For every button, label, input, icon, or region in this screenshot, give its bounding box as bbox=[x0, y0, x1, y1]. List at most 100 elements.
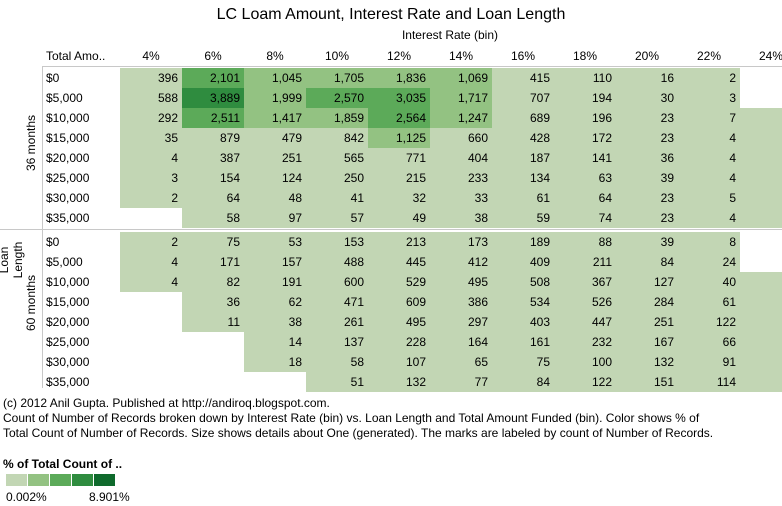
heatmap-cell[interactable] bbox=[430, 88, 492, 108]
heatmap-cell[interactable] bbox=[554, 108, 616, 128]
heatmap-cell[interactable] bbox=[368, 272, 430, 292]
heatmap-cell[interactable] bbox=[368, 372, 430, 392]
heatmap-cell[interactable] bbox=[368, 168, 430, 188]
heatmap-cell[interactable] bbox=[244, 168, 306, 188]
column-header[interactable]: 18% bbox=[572, 49, 598, 63]
heatmap-cell[interactable] bbox=[244, 352, 306, 372]
heatmap-cell[interactable] bbox=[740, 188, 782, 208]
heatmap-cell[interactable] bbox=[492, 312, 554, 332]
row-label[interactable]: $10,000 bbox=[46, 111, 90, 125]
heatmap-cell[interactable] bbox=[368, 188, 430, 208]
heatmap-cell[interactable] bbox=[182, 272, 244, 292]
heatmap-cell[interactable] bbox=[678, 128, 740, 148]
heatmap-cell[interactable] bbox=[678, 188, 740, 208]
heatmap-cell[interactable] bbox=[554, 232, 616, 252]
row-label[interactable]: $5,000 bbox=[46, 91, 83, 105]
heatmap-cell[interactable] bbox=[740, 312, 782, 332]
column-header[interactable]: 20% bbox=[634, 49, 660, 63]
column-header[interactable]: 4% bbox=[142, 49, 160, 63]
row-label[interactable]: $0 bbox=[46, 235, 60, 249]
heatmap-cell[interactable] bbox=[368, 108, 430, 128]
heatmap-cell[interactable] bbox=[678, 68, 740, 88]
heatmap-cell[interactable] bbox=[616, 168, 678, 188]
heatmap-cell[interactable] bbox=[740, 108, 782, 128]
heatmap-cell[interactable] bbox=[678, 208, 740, 228]
heatmap-cell[interactable] bbox=[182, 208, 244, 228]
heatmap-cell[interactable] bbox=[244, 68, 306, 88]
heatmap-cell[interactable] bbox=[492, 208, 554, 228]
heatmap-cell[interactable] bbox=[616, 208, 678, 228]
heatmap-cell[interactable] bbox=[182, 312, 244, 332]
column-header[interactable]: 8% bbox=[266, 49, 284, 63]
heatmap-cell[interactable] bbox=[430, 168, 492, 188]
heatmap-cell[interactable] bbox=[120, 168, 182, 188]
heatmap-cell[interactable] bbox=[678, 372, 740, 392]
heatmap-cell[interactable] bbox=[306, 372, 368, 392]
heatmap-cell[interactable] bbox=[306, 252, 368, 272]
row-label[interactable]: $30,000 bbox=[46, 191, 90, 205]
heatmap-cell[interactable] bbox=[306, 208, 368, 228]
heatmap-cell[interactable] bbox=[306, 292, 368, 312]
heatmap-cell[interactable] bbox=[182, 168, 244, 188]
heatmap-cell[interactable] bbox=[306, 312, 368, 332]
heatmap-cell[interactable] bbox=[120, 272, 182, 292]
heatmap-cell[interactable] bbox=[306, 188, 368, 208]
heatmap-cell[interactable] bbox=[554, 292, 616, 312]
heatmap-cell[interactable] bbox=[492, 148, 554, 168]
heatmap-cell[interactable] bbox=[430, 272, 492, 292]
heatmap-cell[interactable] bbox=[492, 128, 554, 148]
heatmap-cell[interactable] bbox=[678, 168, 740, 188]
heatmap-cell[interactable] bbox=[554, 312, 616, 332]
row-label[interactable]: $35,000 bbox=[46, 211, 90, 225]
heatmap-cell[interactable] bbox=[678, 332, 740, 352]
heatmap-cell[interactable] bbox=[306, 168, 368, 188]
heatmap-cell[interactable] bbox=[740, 148, 782, 168]
heatmap-cell[interactable] bbox=[678, 352, 740, 372]
heatmap-cell[interactable] bbox=[120, 108, 182, 128]
heatmap-cell[interactable] bbox=[492, 292, 554, 312]
row-label[interactable]: $25,000 bbox=[46, 335, 90, 349]
heatmap-cell[interactable] bbox=[120, 232, 182, 252]
heatmap-cell[interactable] bbox=[678, 312, 740, 332]
column-header[interactable]: 6% bbox=[204, 49, 222, 63]
column-header[interactable]: 10% bbox=[324, 49, 350, 63]
heatmap-cell[interactable] bbox=[306, 88, 368, 108]
heatmap-cell[interactable] bbox=[554, 332, 616, 352]
heatmap-cell[interactable] bbox=[554, 88, 616, 108]
heatmap-cell[interactable] bbox=[678, 252, 740, 272]
heatmap-cell[interactable] bbox=[430, 312, 492, 332]
heatmap-cell[interactable] bbox=[306, 148, 368, 168]
heatmap-cell[interactable] bbox=[368, 332, 430, 352]
heatmap-cell[interactable] bbox=[244, 232, 306, 252]
heatmap-cell[interactable] bbox=[740, 292, 782, 312]
heatmap-cell[interactable] bbox=[554, 148, 616, 168]
heatmap-cell[interactable] bbox=[368, 312, 430, 332]
heatmap-cell[interactable] bbox=[678, 232, 740, 252]
heatmap-cell[interactable] bbox=[120, 148, 182, 168]
heatmap-cell[interactable] bbox=[554, 128, 616, 148]
heatmap-cell[interactable] bbox=[244, 108, 306, 128]
row-label[interactable]: $20,000 bbox=[46, 151, 90, 165]
heatmap-cell[interactable] bbox=[306, 332, 368, 352]
heatmap-cell[interactable] bbox=[120, 88, 182, 108]
heatmap-cell[interactable] bbox=[430, 232, 492, 252]
heatmap-cell[interactable] bbox=[244, 272, 306, 292]
heatmap-cell[interactable] bbox=[244, 148, 306, 168]
heatmap-cell[interactable] bbox=[740, 128, 782, 148]
heatmap-cell[interactable] bbox=[244, 208, 306, 228]
heatmap-cell[interactable] bbox=[430, 128, 492, 148]
heatmap-cell[interactable] bbox=[740, 168, 782, 188]
heatmap-cell[interactable] bbox=[492, 168, 554, 188]
heatmap-cell[interactable] bbox=[740, 352, 782, 372]
heatmap-cell[interactable] bbox=[740, 372, 782, 392]
heatmap-cell[interactable] bbox=[554, 168, 616, 188]
heatmap-cell[interactable] bbox=[678, 292, 740, 312]
heatmap-cell[interactable] bbox=[430, 252, 492, 272]
heatmap-cell[interactable] bbox=[492, 272, 554, 292]
heatmap-cell[interactable] bbox=[678, 108, 740, 128]
heatmap-cell[interactable] bbox=[492, 68, 554, 88]
column-header[interactable]: 14% bbox=[448, 49, 474, 63]
heatmap-cell[interactable] bbox=[182, 128, 244, 148]
heatmap-cell[interactable] bbox=[244, 188, 306, 208]
heatmap-cell[interactable] bbox=[182, 252, 244, 272]
